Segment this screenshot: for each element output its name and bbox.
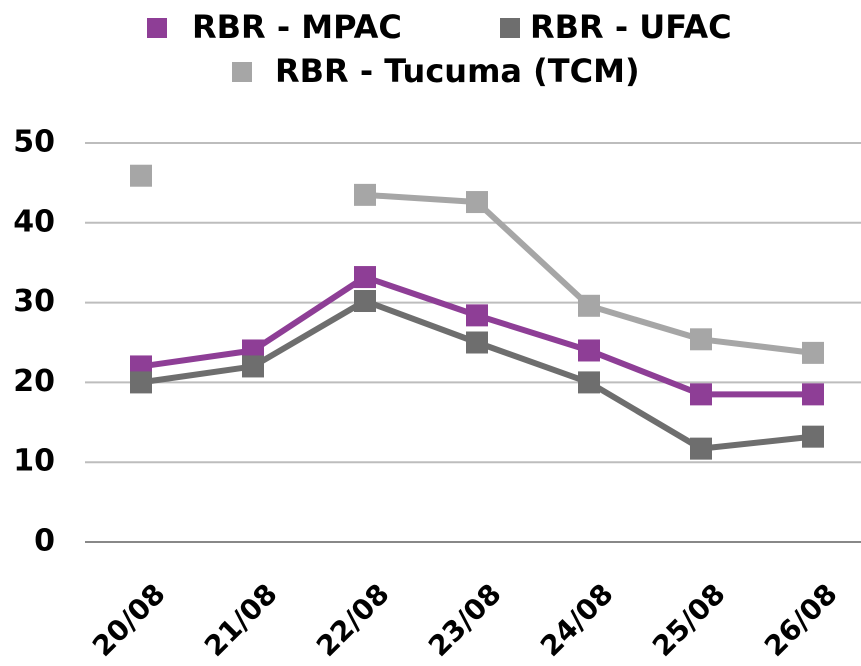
point-marker [242, 355, 264, 378]
x-tick-label: 21/08 [198, 577, 284, 663]
point-marker [802, 425, 824, 448]
point-marker [578, 371, 600, 394]
point-marker [466, 191, 488, 214]
legend-swatch [147, 18, 167, 38]
y-tick-label: 30 [13, 284, 55, 319]
y-tick-label: 50 [13, 125, 55, 160]
point-marker [354, 183, 376, 206]
point-marker [130, 371, 152, 394]
point-marker [690, 437, 712, 460]
legend-label: RBR - Tucuma (TCM) [275, 52, 640, 90]
point-marker [578, 294, 600, 317]
point-marker [578, 339, 600, 362]
legend-label: RBR - MPAC [192, 8, 402, 46]
legend-label: RBR - UFAC [530, 8, 732, 46]
y-tick-label: 10 [13, 444, 55, 479]
legend-swatch [232, 62, 252, 82]
y-tick-label: 0 [34, 524, 55, 559]
point-marker [354, 266, 376, 289]
legend-swatch [500, 18, 520, 38]
point-marker [690, 383, 712, 406]
point-marker [466, 331, 488, 354]
x-tick-label: 20/08 [86, 577, 172, 663]
point-marker [802, 383, 824, 406]
point-marker [802, 341, 824, 364]
x-tick-label: 22/08 [310, 577, 396, 663]
x-tick-label: 26/08 [758, 577, 844, 663]
y-tick-label: 40 [13, 204, 55, 239]
point-marker [354, 290, 376, 313]
x-tick-label: 23/08 [422, 577, 508, 663]
point-marker [466, 304, 488, 327]
point-marker [130, 164, 152, 187]
x-tick-label: 24/08 [534, 577, 620, 663]
point-marker [690, 328, 712, 351]
x-tick-label: 25/08 [646, 577, 732, 663]
series-line [364, 191, 814, 356]
y-tick-label: 20 [13, 364, 55, 399]
